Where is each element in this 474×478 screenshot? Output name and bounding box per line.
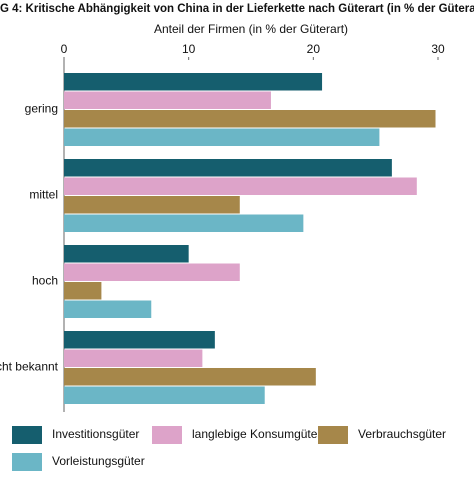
bar	[64, 73, 323, 91]
legend-label: Investitionsgüter	[52, 427, 139, 441]
legend-label: Verbrauchsgüter	[358, 427, 446, 441]
bar	[64, 91, 271, 109]
legend-swatch	[12, 426, 42, 444]
legend-label: langlebige Konsumgüter	[192, 427, 321, 441]
bar	[64, 386, 265, 404]
bar	[64, 331, 215, 349]
legend-label: Vorleistungsgüter	[52, 454, 145, 468]
bar	[64, 300, 152, 318]
bar	[64, 110, 436, 128]
bar	[64, 368, 316, 386]
bar	[64, 159, 392, 177]
y-tick-label: mittel	[29, 188, 58, 202]
bar	[64, 128, 380, 146]
x-axis-label: Anteil der Firmen (in % der Güterart)	[154, 22, 348, 36]
bar	[64, 349, 203, 367]
bar	[64, 177, 417, 195]
x-tick-label: 20	[307, 42, 321, 56]
legend-swatch	[12, 453, 42, 471]
y-tick-label: nicht bekannt	[0, 360, 59, 374]
chart-title: G 4: Kritische Abhängigkeit von China in…	[0, 3, 474, 15]
bar	[64, 245, 189, 263]
x-tick-label: 0	[61, 42, 68, 56]
x-tick-label: 10	[182, 42, 196, 56]
bar	[64, 282, 102, 300]
bar	[64, 263, 240, 281]
legend-swatch	[318, 426, 348, 444]
y-tick-label: hoch	[32, 274, 58, 288]
bar	[64, 196, 240, 214]
y-tick-label: gering	[25, 102, 58, 116]
x-tick-label: 30	[431, 42, 445, 56]
bar	[64, 214, 304, 232]
legend-swatch	[152, 426, 182, 444]
